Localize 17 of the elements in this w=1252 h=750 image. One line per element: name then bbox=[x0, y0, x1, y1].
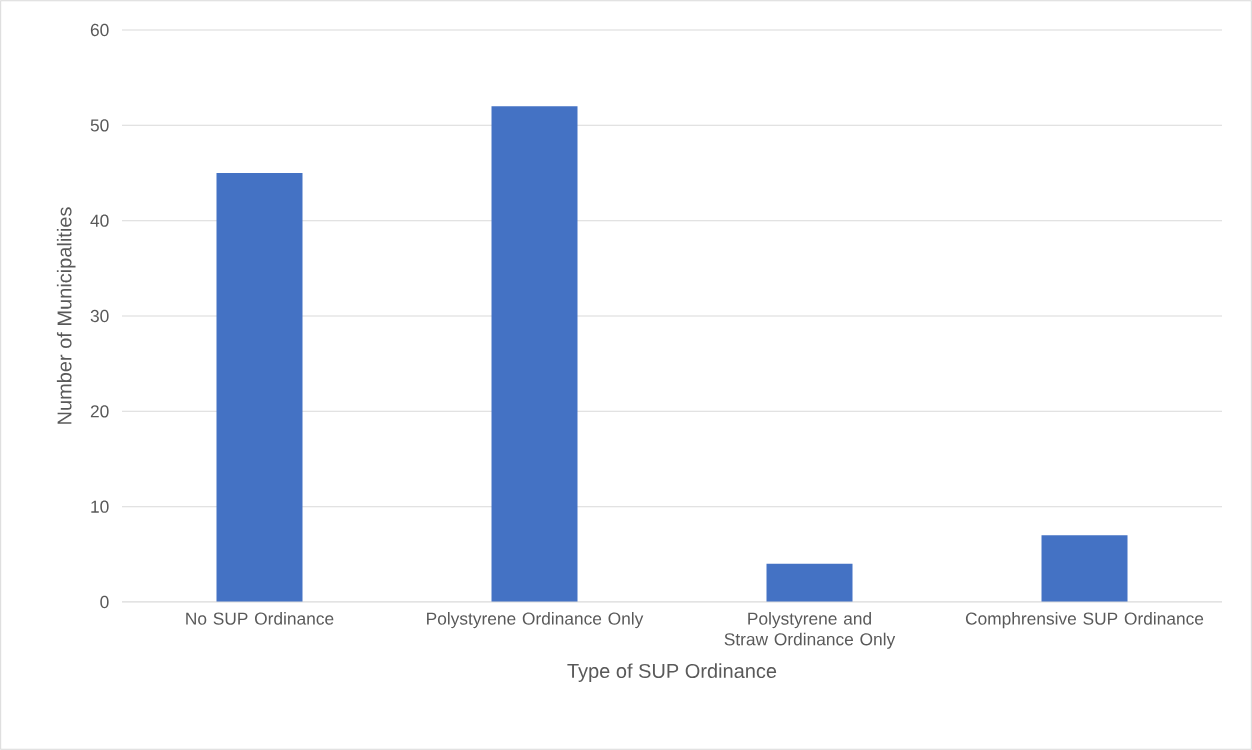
y-tick-label: 30 bbox=[90, 309, 109, 323]
bar bbox=[766, 563, 853, 602]
bar bbox=[216, 173, 303, 602]
y-tick-label: 20 bbox=[90, 405, 109, 418]
y-tick-label: 0 bbox=[100, 595, 109, 609]
y-tick-label: 10 bbox=[91, 500, 109, 513]
y-tick-label: 40 bbox=[90, 214, 109, 227]
x-tick-label: Comphrensive SUP Ordinance bbox=[965, 612, 1204, 629]
y-tick-label: 50 bbox=[90, 119, 109, 132]
bar bbox=[1041, 535, 1128, 602]
x-tick-label: Polystyrene and Straw Ordinance Only bbox=[724, 612, 896, 649]
y-axis-title: Number of Municipalities bbox=[56, 207, 76, 424]
y-tick-label: 60 bbox=[90, 23, 109, 37]
x-axis-title: Type of SUP Ordinance bbox=[567, 663, 777, 682]
x-tick-label: Polystyrene Ordinance Only bbox=[427, 612, 644, 629]
x-tick-label: No SUP Ordinance bbox=[186, 612, 334, 625]
bar bbox=[491, 106, 578, 602]
